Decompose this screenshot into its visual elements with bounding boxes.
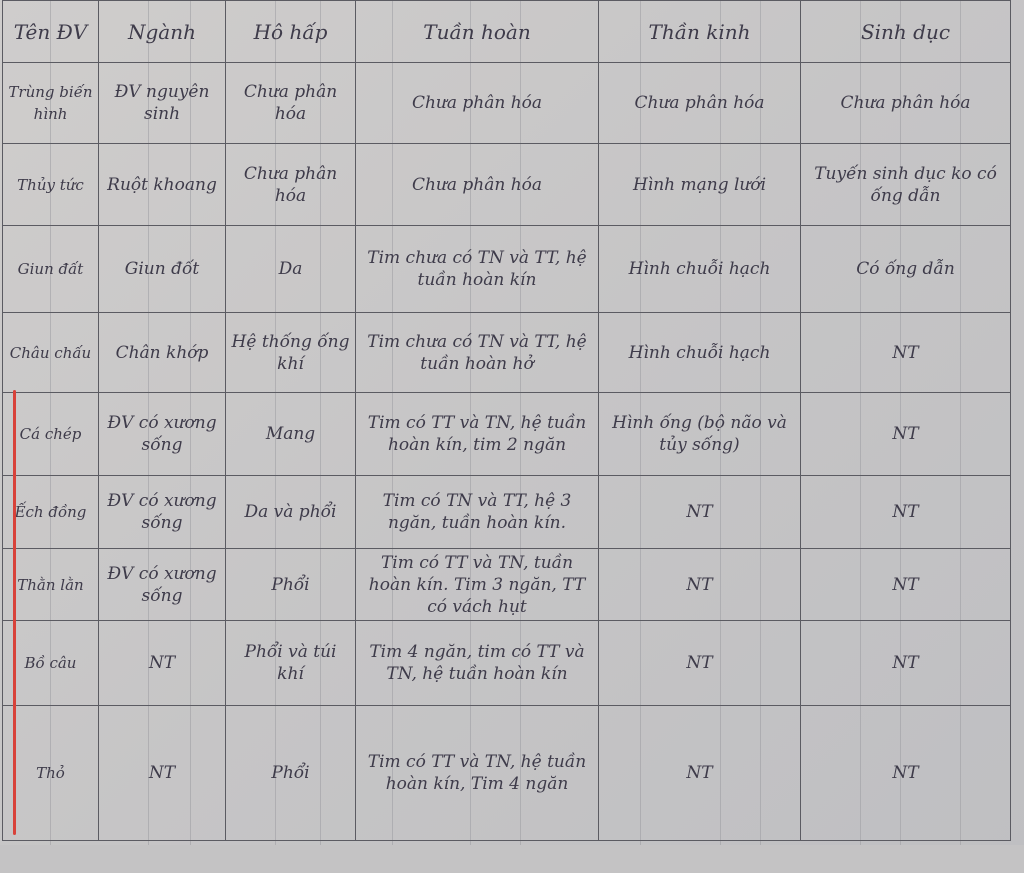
cell-name: Cá chép <box>2 392 99 476</box>
cell-reproduction: NT <box>800 548 1011 621</box>
cell-respiration: Da <box>225 225 356 313</box>
cell-name: Thỏ <box>2 705 99 841</box>
cell-reproduction: NT <box>800 705 1011 841</box>
cell-name: Ếch đồng <box>2 475 99 549</box>
cell-respiration: Phổi <box>225 705 356 841</box>
cell-respiration: Chưa phân hóa <box>225 62 356 144</box>
cell-respiration: Chưa phân hóa <box>225 143 356 226</box>
cell-reproduction: NT <box>800 475 1011 549</box>
cell-phylum: ĐV có xương sống <box>98 392 226 476</box>
cell-phylum: NT <box>98 705 226 841</box>
cell-circulation: Tim chưa có TN và TT, hệ tuần hoàn hở <box>355 312 599 393</box>
table-row: Châu chấu Chân khớp Hệ thống ống khí Tim ch… <box>2 312 1011 393</box>
cell-reproduction: Tuyến sinh dục ko có ống dẫn <box>800 143 1011 226</box>
cell-name: Giun đất <box>2 225 99 313</box>
cell-respiration: Hệ thống ống khí <box>225 312 356 393</box>
table-row: Thỏ NT Phổi Tim có TT và TN, hệ tuần hoàn k… <box>2 705 1011 841</box>
cell-reproduction: NT <box>800 392 1011 476</box>
cell-phylum: NT <box>98 620 226 706</box>
cell-reproduction: NT <box>800 312 1011 393</box>
cell-nervous: Hình chuỗi hạch <box>598 225 801 313</box>
cell-respiration: Phổi <box>225 548 356 621</box>
comparison-table: Tên ĐV Ngành Hô hấp Tuần hoàn Thần kinh Sinh … <box>2 0 1011 841</box>
cell-nervous: Hình mạng lưới <box>598 143 801 226</box>
cell-nervous: NT <box>598 705 801 841</box>
header-row: Tên ĐV Ngành Hô hấp Tuần hoàn Thần kinh Sinh … <box>2 0 1011 63</box>
cell-phylum: Giun đốt <box>98 225 226 313</box>
cell-phylum: ĐV có xương sống <box>98 548 226 621</box>
cell-phylum: ĐV có xương sống <box>98 475 226 549</box>
cell-name: Bồ câu <box>2 620 99 706</box>
cell-circulation: Tim có TN và TT, hệ 3 ngăn, tuần hoàn kí… <box>355 475 599 549</box>
cell-phylum: ĐV nguyên sinh <box>98 62 226 144</box>
cell-reproduction: Có ống dẫn <box>800 225 1011 313</box>
cell-circulation: Tim 4 ngăn, tim có TT và TN, hệ tuần hoà… <box>355 620 599 706</box>
cell-circulation: Tim có TT và TN, hệ tuần hoàn kín, tim 2… <box>355 392 599 476</box>
table-row: Trùng biến hình ĐV nguyên sinh Chưa phân h… <box>2 62 1011 144</box>
cell-circulation: Tim chưa có TN và TT, hệ tuần hoàn kín <box>355 225 599 313</box>
cell-nervous: Hình chuỗi hạch <box>598 312 801 393</box>
table-row: Giun đất Giun đốt Da Tim chưa có TN và TT, … <box>2 225 1011 313</box>
cell-nervous: NT <box>598 475 801 549</box>
table-row: Thằn lằn ĐV có xương sống Phổi Tim có TT và… <box>2 548 1011 621</box>
cell-circulation: Chưa phân hóa <box>355 143 599 226</box>
red-margin-line <box>13 390 16 835</box>
table-row: Thủy tức Ruột khoang Chưa phân hóa Chưa phâ… <box>2 143 1011 226</box>
cell-reproduction: Chưa phân hóa <box>800 62 1011 144</box>
header-nervous: Thần kinh <box>598 0 801 63</box>
cell-name: Thủy tức <box>2 143 99 226</box>
header-reproduction: Sinh dục <box>800 0 1011 63</box>
cell-circulation: Tim có TT và TN, tuần hoàn kín. Tim 3 ng… <box>355 548 599 621</box>
header-phylum: Ngành <box>98 0 226 63</box>
table-row: Bồ câu NT Phổi và túi khí Tim 4 ngăn, tim c… <box>2 620 1011 706</box>
page-bottom-edge <box>0 845 1024 873</box>
cell-nervous: NT <box>598 548 801 621</box>
cell-nervous: Hình ống (bộ não và tủy sống) <box>598 392 801 476</box>
cell-name: Trùng biến hình <box>2 62 99 144</box>
cell-circulation: Tim có TT và TN, hệ tuần hoàn kín, Tim 4… <box>355 705 599 841</box>
cell-phylum: Ruột khoang <box>98 143 226 226</box>
cell-respiration: Da và phổi <box>225 475 356 549</box>
cell-name: Châu chấu <box>2 312 99 393</box>
cell-phylum: Chân khớp <box>98 312 226 393</box>
cell-nervous: Chưa phân hóa <box>598 62 801 144</box>
cell-nervous: NT <box>598 620 801 706</box>
cell-name: Thằn lằn <box>2 548 99 621</box>
table-row: Ếch đồng ĐV có xương sống Da và phổi Tim có… <box>2 475 1011 549</box>
cell-respiration: Mang <box>225 392 356 476</box>
table-row: Cá chép ĐV có xương sống Mang Tim có TT và … <box>2 392 1011 476</box>
cell-respiration: Phổi và túi khí <box>225 620 356 706</box>
cell-reproduction: NT <box>800 620 1011 706</box>
header-name: Tên ĐV <box>2 0 99 63</box>
header-respiration: Hô hấp <box>225 0 356 63</box>
header-circulation: Tuần hoàn <box>355 0 599 63</box>
cell-circulation: Chưa phân hóa <box>355 62 599 144</box>
